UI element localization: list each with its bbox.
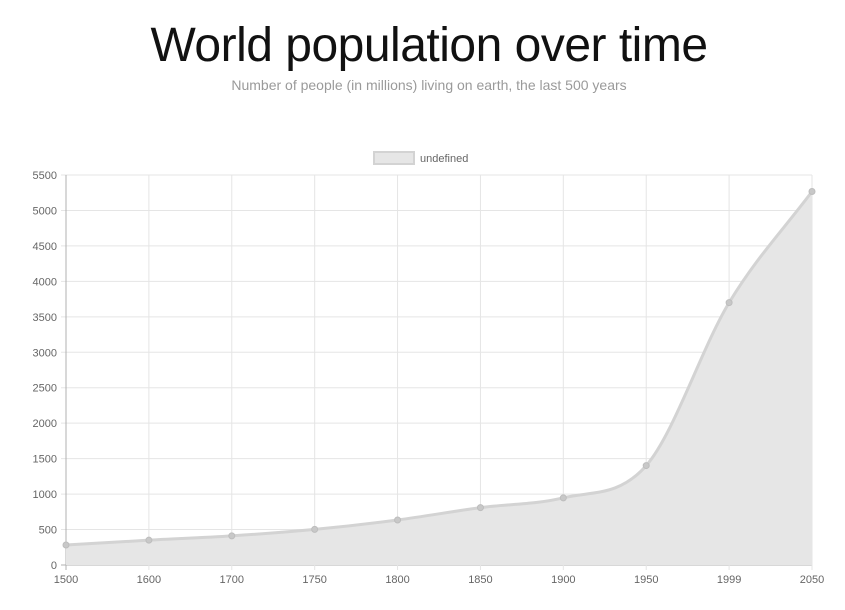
x-tick-label: 1500 — [54, 574, 78, 586]
area-fill — [66, 191, 812, 565]
data-point[interactable] — [394, 516, 402, 524]
data-point[interactable] — [62, 541, 70, 549]
y-tick-label: 2500 — [33, 383, 57, 395]
x-tick-label: 1950 — [634, 574, 658, 586]
y-tick-label: 5000 — [33, 205, 57, 217]
legend-swatch[interactable] — [373, 151, 415, 165]
data-points — [62, 188, 816, 549]
x-tick-label: 1850 — [468, 574, 492, 586]
data-point[interactable] — [642, 462, 650, 470]
x-tick-label: 2050 — [800, 574, 824, 586]
y-tick-label: 500 — [39, 525, 57, 537]
y-tick-label: 4500 — [33, 241, 57, 253]
x-tick-label: 1600 — [137, 574, 161, 586]
y-tick-label: 3500 — [33, 312, 57, 324]
x-tick-label: 1750 — [302, 574, 326, 586]
chart-title: World population over time — [150, 19, 708, 72]
data-point[interactable] — [559, 494, 567, 502]
y-tick-label: 2000 — [33, 418, 57, 430]
chart-subtitle: Number of people (in millions) living on… — [231, 77, 627, 93]
y-tick-label: 1000 — [33, 489, 57, 501]
x-tick-label: 1700 — [220, 574, 244, 586]
y-tick-label: 3000 — [33, 347, 57, 359]
legend-label[interactable]: undefined — [420, 153, 468, 165]
x-axis-ticks: 1500 1600 1700 1750 1800 1850 1900 1950 1999 2050 — [54, 574, 824, 586]
y-axis-ticks: 0 500 1000 1500 2000 2500 3000 3500 4000 4500 5000… — [33, 170, 57, 572]
data-point[interactable] — [808, 188, 816, 196]
x-tick-label: 1900 — [551, 574, 575, 586]
y-tick-label: 5500 — [33, 170, 57, 182]
x-tick-label: 1800 — [385, 574, 409, 586]
series-area — [65, 190, 814, 565]
data-point[interactable] — [311, 525, 319, 533]
data-point[interactable] — [476, 504, 484, 512]
x-tick-label: 1999 — [717, 574, 741, 586]
data-point[interactable] — [145, 536, 153, 544]
data-point[interactable] — [228, 532, 236, 540]
legend[interactable]: undefined — [373, 151, 468, 165]
y-tick-label: 0 — [51, 560, 57, 572]
data-point[interactable] — [725, 299, 733, 307]
y-tick-label: 1500 — [33, 454, 57, 466]
y-tick-label: 4000 — [33, 276, 57, 288]
series-line — [65, 190, 814, 547]
